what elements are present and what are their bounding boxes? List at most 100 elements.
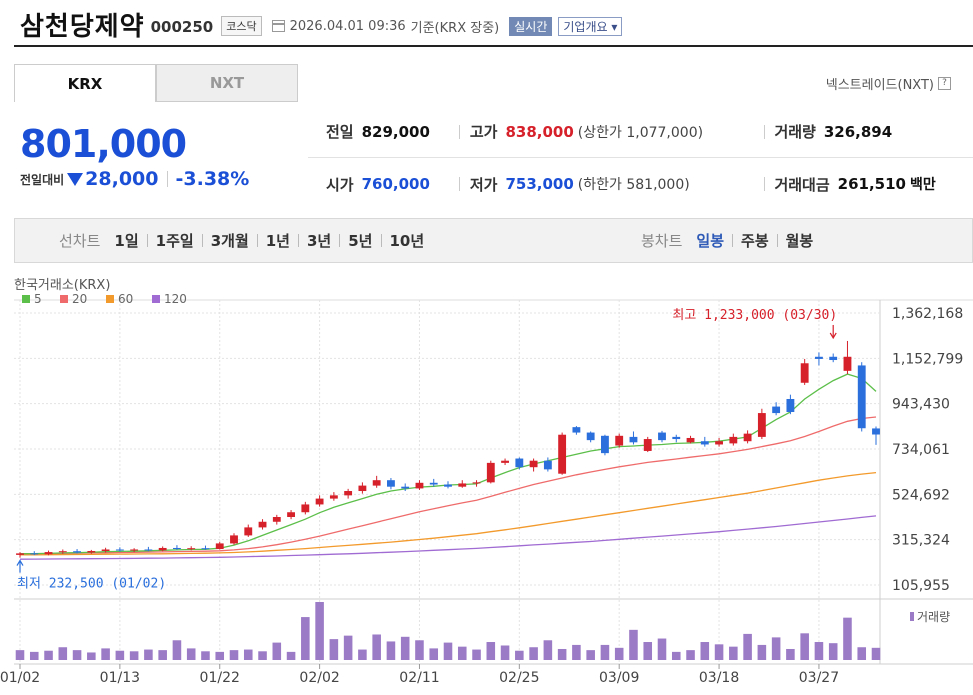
- candle-body: [643, 439, 652, 451]
- line-chart-periods: 선차트 1일 1주일 3개월 1년 3년 5년 10년: [59, 219, 424, 262]
- candle-body: [230, 535, 238, 544]
- volume-bar: [201, 651, 210, 660]
- stats-divider: [763, 177, 765, 191]
- volume-bar: [457, 646, 467, 660]
- volume-bar: [686, 650, 695, 660]
- candle-body: [401, 486, 410, 489]
- volume-bar: [600, 644, 610, 660]
- period-3m[interactable]: 3개월: [210, 232, 249, 250]
- candle-body: [558, 434, 567, 474]
- volume-bar: [101, 648, 110, 660]
- min-price-annotation: 최저 232,500 (01/02): [17, 577, 166, 592]
- prev-close-cell: 전일 829,000: [308, 121, 449, 142]
- candle-body: [130, 549, 139, 551]
- volume-bar: [72, 650, 82, 660]
- volume-bar: [358, 649, 367, 660]
- tab-nxt[interactable]: NXT: [156, 64, 298, 102]
- volume-bar: [58, 647, 68, 660]
- max-arrow-head: [829, 332, 837, 340]
- volume-bar: [671, 651, 681, 660]
- period-3y[interactable]: 3년: [307, 232, 332, 250]
- candle-body: [30, 553, 39, 555]
- ma20-line: [19, 416, 877, 555]
- min-arrow-head: [16, 559, 24, 566]
- change-amount: 28,000: [85, 168, 159, 190]
- candle-body: [586, 432, 595, 441]
- candle-body: [301, 504, 310, 513]
- volume-bar: [714, 644, 724, 660]
- period-divider: [380, 234, 382, 247]
- price-chart[interactable]: 1,362,168 1,152,799 943,430 734,061 524,692 3…: [0, 272, 973, 695]
- stats-divider: [763, 124, 765, 139]
- stats-divider: [458, 177, 460, 191]
- volume-label: 거래량: [774, 123, 816, 141]
- candle-body: [44, 552, 53, 555]
- volume-bar: [529, 647, 538, 660]
- period-divider: [776, 234, 778, 247]
- candle-body: [387, 480, 395, 487]
- volume-bar: [243, 649, 253, 660]
- high-cell: 고가 838,000 (상한가 1,077,000): [470, 121, 754, 142]
- period-1y[interactable]: 1년: [265, 232, 290, 250]
- volume-bar: [614, 647, 624, 660]
- period-monthly[interactable]: 월봉: [785, 232, 814, 250]
- candle-body: [543, 460, 552, 470]
- current-price: 801,000: [20, 122, 187, 166]
- chart-title: 한국거래소(KRX): [14, 278, 110, 293]
- period-10y[interactable]: 10년: [389, 232, 425, 250]
- volume-bar: [286, 651, 296, 660]
- volume-bar: [828, 643, 838, 660]
- volume-bar: [500, 645, 510, 660]
- candle-body: [800, 363, 809, 383]
- period-1w[interactable]: 1주일: [155, 232, 194, 250]
- y-tick-label: 1,152,799: [892, 351, 963, 367]
- y-tick-label: 943,430: [892, 397, 950, 413]
- period-weekly[interactable]: 주봉: [741, 232, 769, 250]
- volume-legend-swatch: [910, 612, 914, 621]
- stats-divider: [458, 124, 460, 139]
- volume-bar: [786, 648, 795, 660]
- tab-krx[interactable]: KRX: [14, 64, 156, 102]
- period-5y[interactable]: 5년: [348, 232, 373, 250]
- period-divider: [201, 234, 203, 247]
- volume-bar: [757, 644, 767, 660]
- stats-panel: 전일 829,000 고가 838,000 (상한가 1,077,000) 거래…: [308, 106, 973, 210]
- candle-body: [772, 406, 781, 414]
- volume-legend-label: 거래량: [917, 610, 950, 624]
- candle-body: [743, 433, 752, 442]
- candle-body: [187, 548, 196, 550]
- candle-body: [843, 356, 852, 371]
- realtime-button[interactable]: 실시간: [509, 16, 553, 36]
- candle-body: [287, 512, 295, 518]
- x-tick-label: 02/25: [499, 670, 539, 686]
- stock-code: 000250: [150, 18, 214, 36]
- candle-body: [272, 517, 281, 522]
- calendar-icon: [271, 20, 285, 32]
- candle-body: [415, 482, 424, 489]
- volume-bar: [557, 648, 567, 660]
- exchange-tabs: KRX NXT: [14, 64, 298, 102]
- period-bar: 선차트 1일 1주일 3개월 1년 3년 5년 10년 봉차트 일봉 주봉 월봉: [14, 218, 973, 263]
- volume-bar: [272, 642, 282, 660]
- help-icon[interactable]: ?: [938, 77, 951, 90]
- change-percent: -3.38%: [175, 168, 250, 190]
- nxt-link[interactable]: 넥스트레이드(NXT) ?: [826, 74, 951, 93]
- volume-bar: [186, 648, 196, 660]
- volume-bar: [771, 637, 781, 660]
- volume-bar: [415, 640, 424, 660]
- y-tick-label: 524,692: [892, 487, 950, 503]
- volume-bar: [115, 650, 125, 660]
- candle-body: [344, 491, 353, 496]
- volume-bar: [258, 651, 267, 660]
- company-info-dropdown[interactable]: 기업개요 ▾: [558, 16, 623, 36]
- y-tick-label: 1,362,168: [892, 306, 963, 322]
- legend-swatch: [106, 295, 114, 303]
- period-daily[interactable]: 일봉: [696, 232, 725, 250]
- candle-body: [486, 462, 495, 483]
- candle-body: [472, 482, 481, 484]
- volume-bar: [629, 629, 638, 660]
- legend-swatch: [60, 295, 68, 303]
- period-1d[interactable]: 1일: [114, 232, 139, 250]
- candle-body: [358, 485, 367, 492]
- candle-body: [658, 432, 666, 441]
